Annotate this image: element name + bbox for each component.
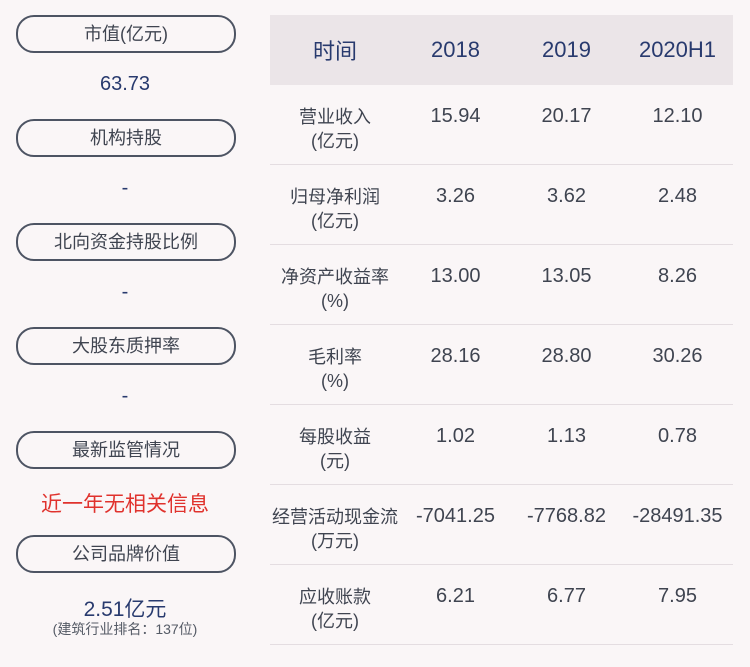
northbound-label: 北向资金持股比例 (16, 223, 236, 261)
regulation-label: 最新监管情况 (16, 431, 236, 469)
metric-label: 经营活动现金流 (万元) (270, 485, 400, 553)
market-cap-value: 63.73 (99, 73, 151, 95)
value-2018: 15.94 (430, 105, 481, 127)
financial-table: 时间 2018 2019 2020H1 营业收入 (亿元) 15.94 20.17… (270, 15, 733, 645)
metric-unit: (%) (321, 371, 349, 391)
value-2019: 28.80 (541, 345, 592, 367)
table-row: 净资产收益率 (%) 13.00 13.05 8.26 (270, 245, 733, 325)
value-2019: 6.77 (547, 585, 586, 607)
metric-name: 应收账款 (299, 587, 371, 607)
metric-unit: (亿元) (311, 131, 359, 151)
value-2020h1: 0.78 (658, 425, 697, 447)
market-cap-label: 市值(亿元) (16, 15, 236, 53)
header-2020h1: 2020H1 (638, 37, 717, 62)
metric-unit: (%) (321, 291, 349, 311)
metric-label: 每股收益 (元) (270, 405, 400, 473)
value-2020h1: 30.26 (652, 345, 703, 367)
metric-unit: (亿元) (311, 211, 359, 231)
value-2019: 20.17 (541, 105, 592, 127)
metric-unit: (亿元) (311, 611, 359, 631)
value-2018: 3.26 (436, 185, 475, 207)
metric-label: 毛利率 (%) (270, 325, 400, 393)
brand-value: 2.51亿元 (83, 598, 167, 621)
metric-unit: (万元) (311, 531, 359, 551)
institution-value: - (121, 177, 129, 199)
value-2019: 1.13 (547, 425, 586, 447)
regulation-value: 近一年无相关信息 (41, 493, 209, 516)
institution-label: 机构持股 (16, 119, 236, 157)
value-2020h1: 12.10 (652, 105, 703, 127)
value-2018: 28.16 (430, 345, 481, 367)
table-row: 毛利率 (%) 28.16 28.80 30.26 (270, 325, 733, 405)
header-2018: 2018 (431, 37, 480, 62)
header-2019: 2019 (542, 37, 591, 62)
table-row: 每股收益 (元) 1.02 1.13 0.78 (270, 405, 733, 485)
metric-label: 应收账款 (亿元) (270, 565, 400, 633)
value-2019: 13.05 (541, 265, 592, 287)
value-2019: 3.62 (547, 185, 586, 207)
metric-name: 净资产收益率 (281, 267, 389, 287)
value-2018: 6.21 (436, 585, 475, 607)
pledge-label: 大股东质押率 (16, 327, 236, 365)
table-row: 归母净利润 (亿元) 3.26 3.62 2.48 (270, 165, 733, 245)
pledge-value: - (121, 385, 129, 407)
metric-name: 经营活动现金流 (272, 507, 398, 527)
metric-unit: (元) (320, 451, 350, 471)
value-2018: 1.02 (436, 425, 475, 447)
table-row: 应收账款 (亿元) 6.21 6.77 7.95 (270, 565, 733, 645)
value-2019: -7768.82 (527, 505, 606, 527)
northbound-value: - (121, 281, 129, 303)
table-row: 经营活动现金流 (万元) -7041.25 -7768.82 -28491.35 (270, 485, 733, 565)
metric-name: 毛利率 (308, 347, 362, 367)
value-2018: -7041.25 (416, 505, 495, 527)
metric-label: 营业收入 (亿元) (270, 85, 400, 153)
metric-label: 净资产收益率 (%) (270, 245, 400, 313)
value-2020h1: 8.26 (658, 265, 697, 287)
header-time: 时间 (312, 39, 357, 64)
brand-rank: (建筑行业排名：137位) (52, 621, 198, 637)
table-header: 时间 2018 2019 2020H1 (270, 15, 733, 85)
table-row: 营业收入 (亿元) 15.94 20.17 12.10 (270, 85, 733, 165)
value-2018: 13.00 (430, 265, 481, 287)
left-panel: 市值(亿元) 63.73 机构持股 - 北向资金持股比例 - 大股东质押率 - … (0, 0, 250, 667)
metric-name: 每股收益 (299, 427, 371, 447)
value-2020h1: -28491.35 (632, 505, 723, 527)
metric-name: 营业收入 (299, 107, 371, 127)
metric-label: 归母净利润 (亿元) (270, 165, 400, 233)
metric-name: 归母净利润 (290, 187, 380, 207)
value-2020h1: 2.48 (658, 185, 697, 207)
value-2020h1: 7.95 (658, 585, 697, 607)
brand-label: 公司品牌价值 (16, 535, 236, 573)
